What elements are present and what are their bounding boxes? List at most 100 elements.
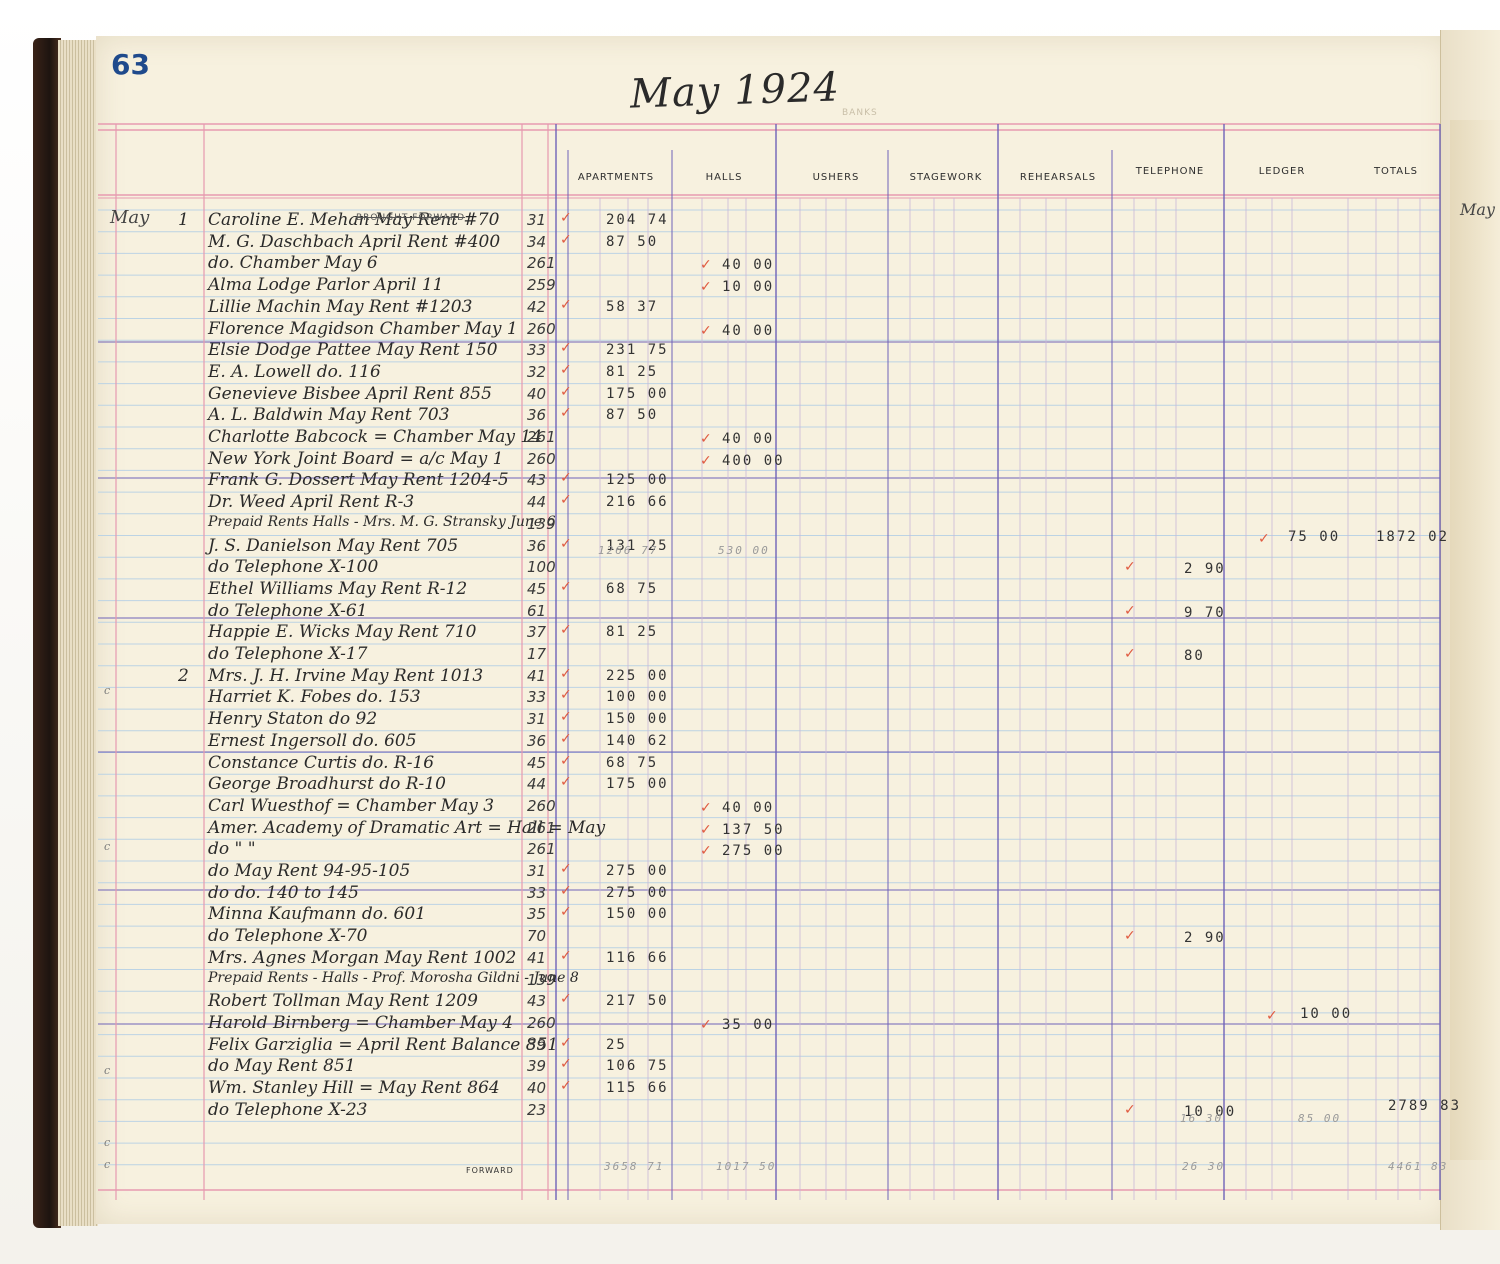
entry-description: do. Chamber May 6 xyxy=(208,253,378,274)
column-header-ushers: USHERS xyxy=(812,172,860,183)
entry-description: Elsie Dodge Pattee May Rent 150 xyxy=(208,340,498,361)
column-header-apartments: APARTMENTS xyxy=(577,172,655,183)
entry-description: Ernest Ingersoll do. 605 xyxy=(208,730,417,751)
check-mark: ✓ xyxy=(560,709,572,726)
margin-month-right: May xyxy=(1460,200,1495,219)
apartments-amount: 231 75 xyxy=(606,342,669,359)
check-mark: ✓ xyxy=(560,470,572,487)
column-header-telephone: TELEPHONE xyxy=(1135,166,1205,177)
entry-folio: 43 xyxy=(527,471,547,490)
telephone-amount: 10 00 xyxy=(1184,1103,1237,1120)
entry-description: M. G. Daschbach April Rent #400 xyxy=(208,231,501,252)
entry-folio: 40 xyxy=(527,1079,547,1097)
check-mark: ✓ xyxy=(560,665,572,682)
entry-description: Felix Garziglia = April Rent Balance 851 xyxy=(208,1034,559,1055)
apartments-amount: 150 00 xyxy=(606,711,669,728)
entry-description: Caroline E. Mehan May Rent #70 xyxy=(208,210,500,230)
entry-folio: 41 xyxy=(527,948,547,967)
entry-description: Happie E. Wicks May Rent 710 xyxy=(208,622,477,643)
apartments-amount: 100 00 xyxy=(606,689,669,706)
book-cover-spine xyxy=(33,38,61,1228)
entry-folio: 32 xyxy=(527,362,547,381)
entry-folio: 44 xyxy=(527,493,547,512)
entry-folio: 260 xyxy=(527,449,556,468)
entry-folio: 261 xyxy=(527,254,556,273)
entry-description: Robert Tollman May Rent 1209 xyxy=(208,991,478,1012)
check-mark: ✓ xyxy=(560,210,572,226)
pencil-subtotal-apartments: 3658 71 xyxy=(604,1160,665,1173)
check-mark: ✓ xyxy=(700,799,712,816)
entry-folio: 61 xyxy=(527,601,547,620)
check-mark: ✓ xyxy=(700,1016,712,1033)
entry-description: Prepaid Rents Halls - Mrs. M. G. Stransk… xyxy=(208,513,556,530)
entry-description: Genevieve Bisbee April Rent 855 xyxy=(208,383,492,404)
apartments-amount: 116 66 xyxy=(606,949,669,966)
apartments-amount: 140 62 xyxy=(606,732,669,749)
apartments-amount: 275 00 xyxy=(606,863,669,879)
halls-amount: 40 00 xyxy=(722,431,775,447)
entry-folio: 17 xyxy=(527,645,547,663)
check-mark: ✓ xyxy=(560,1056,572,1073)
column-header-ledger: LEDGER xyxy=(1258,166,1306,177)
entry-folio: 39 xyxy=(527,1035,547,1054)
entry-description: Alma Lodge Parlor April 11 xyxy=(208,275,444,296)
apartments-amount: 68 75 xyxy=(606,754,659,771)
entry-folio: 31 xyxy=(527,211,547,229)
apartments-amount: 150 00 xyxy=(606,906,669,923)
entry-description: Wm. Stanley Hill = May Rent 864 xyxy=(208,1078,500,1098)
entry-folio: 45 xyxy=(527,753,547,772)
entry-folio: 261 xyxy=(527,818,556,837)
check-mark: ✓ xyxy=(1266,1008,1278,1024)
check-mark: ✓ xyxy=(700,821,712,838)
halls-amount: 40 00 xyxy=(722,799,775,816)
check-mark: ✓ xyxy=(560,405,572,422)
pencil-subtotal-halls: 1017 50 xyxy=(716,1160,777,1173)
margin-note: c xyxy=(104,1064,111,1077)
check-mark: ✓ xyxy=(560,1034,572,1051)
forward-label: FORWARD xyxy=(466,1166,514,1175)
entry-folio: 41 xyxy=(527,666,547,685)
entry-description: New York Joint Board = a/c May 1 xyxy=(208,448,504,469)
margin-note: c xyxy=(104,684,111,697)
check-mark: ✓ xyxy=(560,231,572,248)
entry-description: A. L. Baldwin May Rent 703 xyxy=(208,405,450,426)
check-mark: ✓ xyxy=(560,383,572,400)
check-mark: ✓ xyxy=(560,882,572,899)
entry-description: Florence Magidson Chamber May 1 xyxy=(208,318,518,339)
page-number: 63 xyxy=(111,48,150,81)
entry-description: E. A. Lowell do. 116 xyxy=(208,361,381,382)
apartments-amount: 217 50 xyxy=(606,993,669,1010)
apartments-amount: 175 00 xyxy=(606,385,669,402)
entry-folio: 36 xyxy=(527,536,547,555)
check-mark: ✓ xyxy=(560,535,572,552)
column-header-rehearsals: REHEARSALS xyxy=(1019,172,1097,183)
apartments-amount: 87 50 xyxy=(606,233,659,250)
entry-folio: 261 xyxy=(527,428,556,446)
check-mark: ✓ xyxy=(560,1078,572,1094)
check-mark: ✓ xyxy=(700,279,712,296)
entry-description: Charlotte Babcock = Chamber May 14 xyxy=(208,427,543,447)
entry-description: Prepaid Rents - Halls - Prof. Morosha Gi… xyxy=(208,969,579,986)
entry-description: Mrs. J. H. Irvine May Rent 1013 xyxy=(208,665,484,686)
entry-folio: 23 xyxy=(527,1100,547,1119)
check-mark: ✓ xyxy=(700,257,712,274)
margin-note: c xyxy=(104,840,111,853)
check-mark: ✓ xyxy=(1124,928,1136,945)
entry-folio: 31 xyxy=(527,710,547,729)
entry-description: Minna Kaufmann do. 601 xyxy=(208,904,426,925)
page-stain xyxy=(1450,120,1500,1160)
check-mark: ✓ xyxy=(560,774,572,791)
entry-description: do Telephone X-100 xyxy=(208,557,379,578)
entry-folio: 261 xyxy=(527,840,556,859)
entry-folio: 139 xyxy=(527,514,556,533)
apartments-amount: 25 xyxy=(606,1036,627,1053)
check-mark: ✓ xyxy=(560,340,572,357)
apartments-amount: 175 00 xyxy=(606,776,669,793)
page-edges xyxy=(58,40,98,1226)
check-mark: ✓ xyxy=(1258,531,1270,547)
entry-folio: 31 xyxy=(527,862,547,880)
apartments-amount: 275 00 xyxy=(606,884,669,901)
entry-day: 1 xyxy=(178,210,189,230)
entry-description: do Telephone X-70 xyxy=(208,926,368,947)
entry-description: Henry Staton do 92 xyxy=(208,709,378,730)
